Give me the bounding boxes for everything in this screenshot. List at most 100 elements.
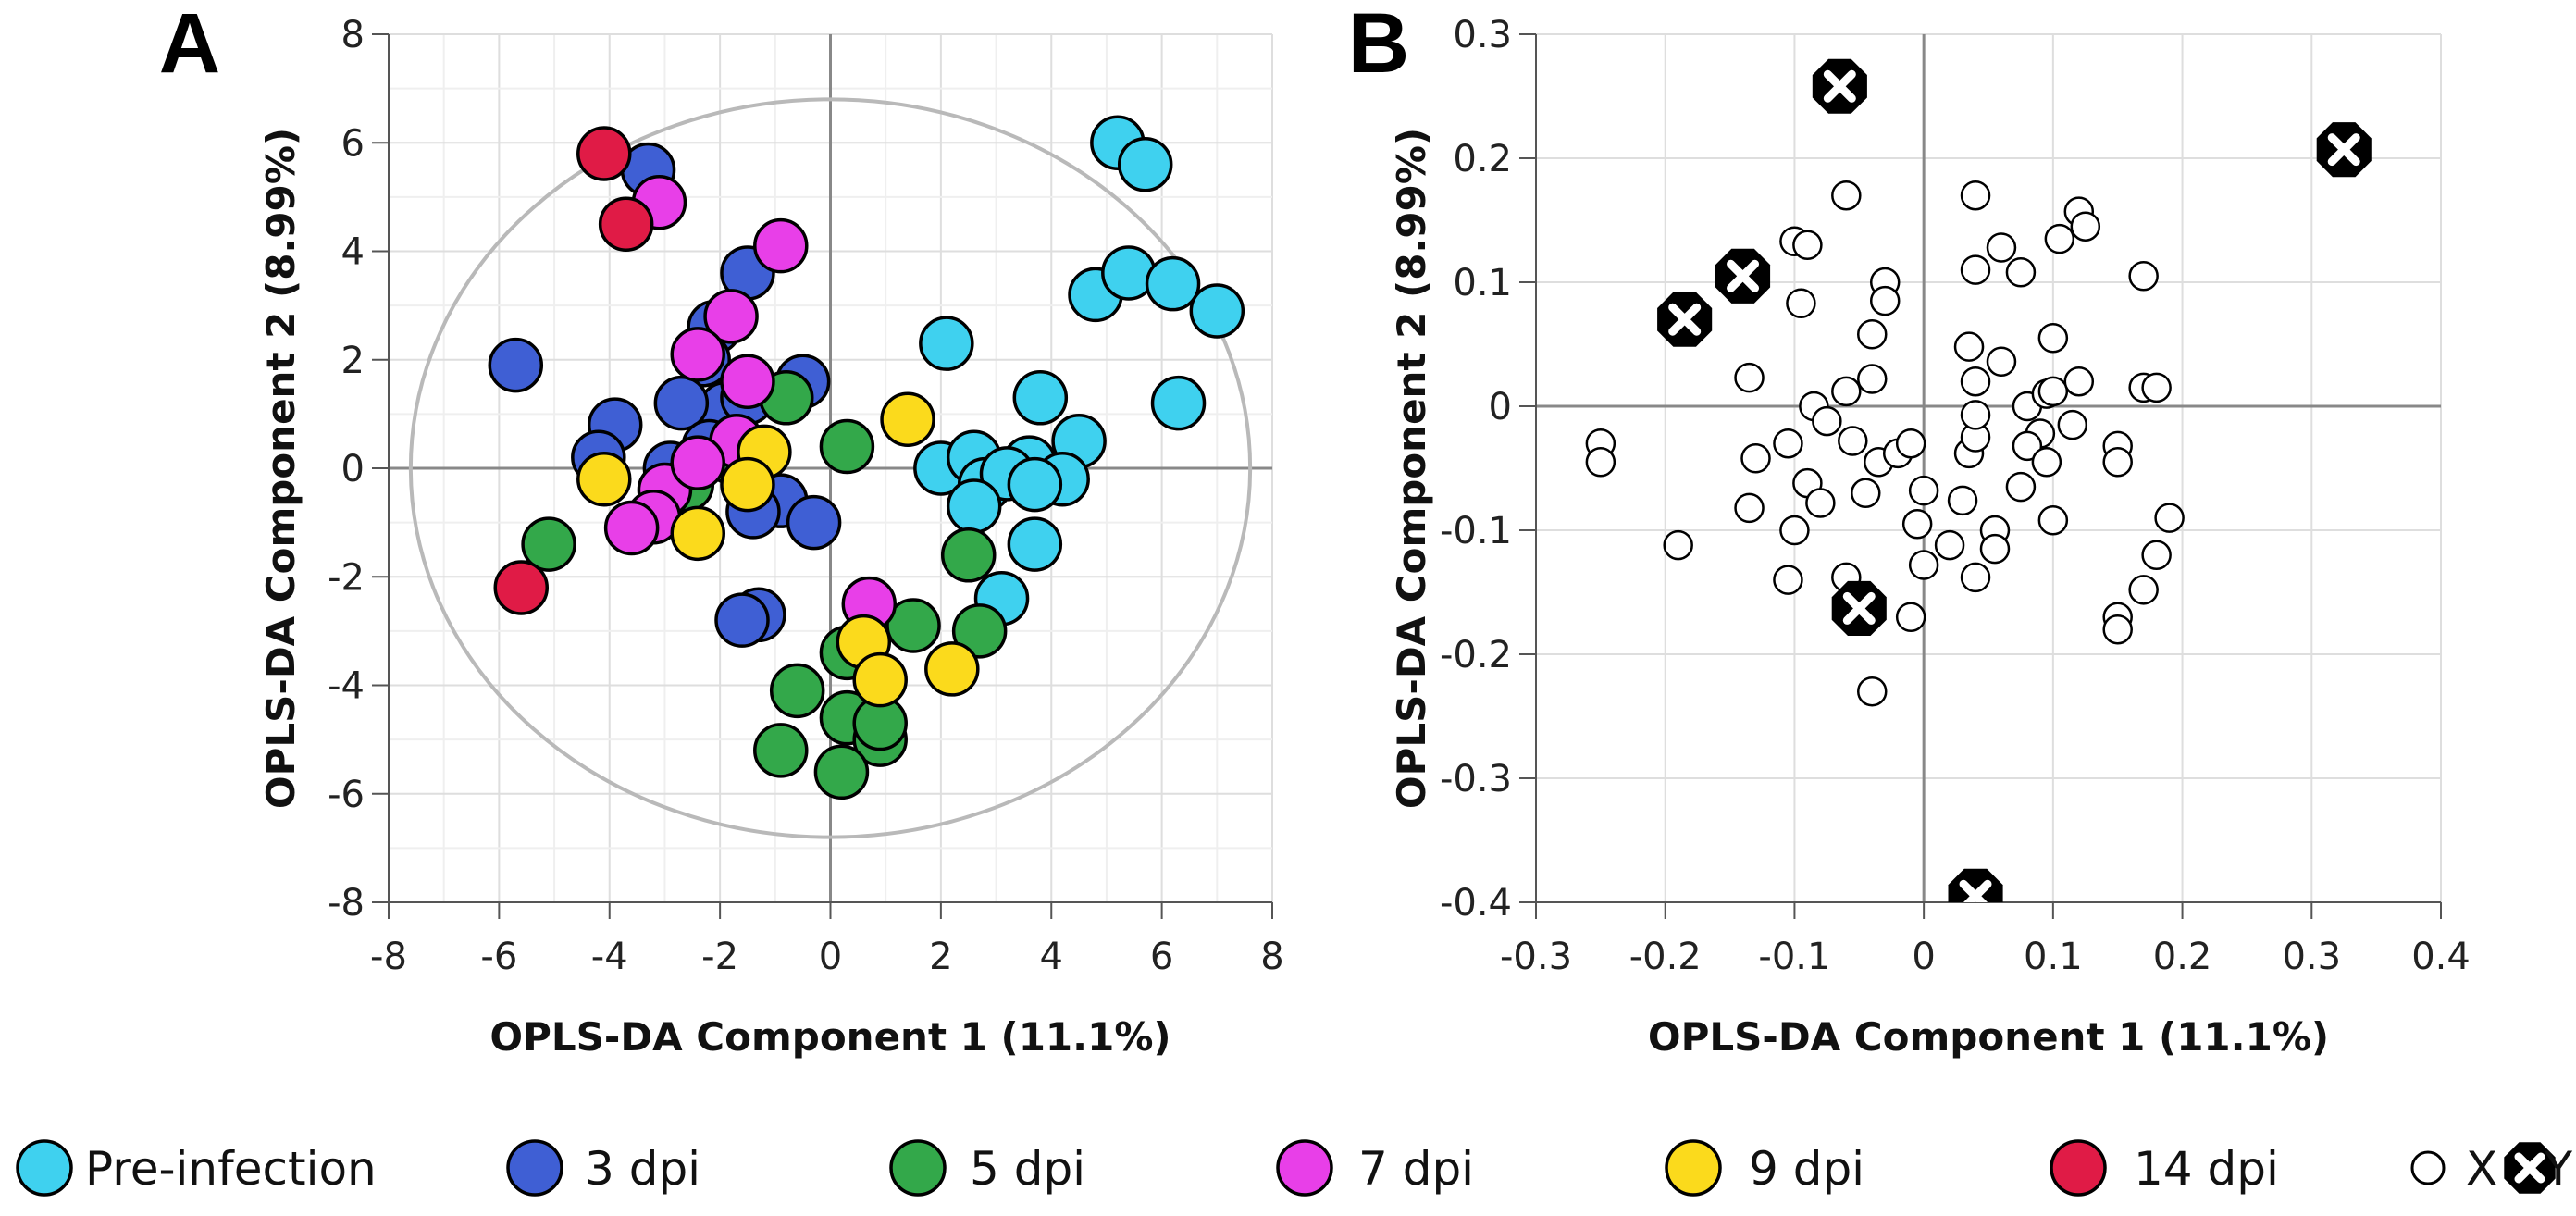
panel-a-point	[576, 451, 632, 507]
panel-a-point	[720, 456, 775, 513]
panel-b-point	[1901, 509, 1933, 540]
panel-b-point	[2012, 430, 2043, 462]
panel-b-point	[1786, 288, 1816, 319]
legend-item-14-dpi-marker	[2050, 1139, 2107, 1197]
panel-b-panel-label: B	[1348, 0, 1409, 91]
panel-b-point-y	[2316, 122, 2372, 178]
legend-item-3-dpi-marker	[506, 1139, 564, 1197]
panel-b-point	[1585, 447, 1616, 478]
panel-b-point	[1740, 443, 1771, 474]
panel-b-series-x	[1585, 180, 2185, 707]
panel-a-point	[886, 598, 941, 653]
panel-b-chart: -0.3 -0.2 -0.1 0 0.1 0.2 0.3 0.4 -0.4 -0.3 -0.2 -0.…	[1348, 0, 2471, 1060]
panel-a-point	[786, 494, 842, 551]
panel-b-point	[1979, 533, 2011, 565]
legend-item-x: X	[2410, 1142, 2497, 1196]
panel-a-point	[852, 651, 908, 708]
panel-b-point-y	[1657, 292, 1713, 347]
panel-b-point-y	[1812, 58, 1867, 114]
panel-a-x-tick-label: 0	[819, 936, 842, 978]
panel-b-point	[1779, 515, 1810, 546]
panel-b-point-y-cross	[1668, 303, 1702, 336]
panel-b-point	[1792, 230, 1823, 261]
panel-b-grid	[1535, 33, 2442, 903]
panel-a-point	[703, 289, 759, 344]
legend-item-x-label: X	[2466, 1142, 2497, 1196]
panel-b-point	[1908, 550, 1939, 580]
legend-item-y-label: Y	[2543, 1142, 2572, 1196]
panel-a-y-axis-title: OPLS-DA Component 2 (8.99%)	[258, 128, 303, 809]
panel-a-point	[576, 126, 632, 181]
panel-a-y-tick-label: 8	[341, 14, 365, 56]
panel-a-point	[653, 375, 710, 431]
panel-b-point	[2102, 447, 2133, 478]
panel-a-point	[1007, 516, 1063, 572]
panel-b-y-tick-label: -0.1	[1440, 510, 1512, 552]
legend-item-pre-infection-marker	[16, 1139, 73, 1197]
panel-a-x-tick-label: 4	[1040, 936, 1063, 978]
panel-b-point	[2154, 503, 2185, 533]
panel-b-point	[1895, 428, 1926, 459]
legend-item-5-dpi-label: 5 dpi	[970, 1142, 1085, 1196]
panel-b-y-tick-label: 0.1	[1453, 262, 1512, 304]
panel-b-point-y	[1831, 580, 1887, 636]
panel-b-point	[1734, 492, 1765, 524]
panel-b-point	[1960, 254, 1991, 285]
panel-b-point	[1960, 366, 1991, 397]
panel-b-x-tick-label: 0	[1912, 936, 1935, 978]
panel-b-point	[1663, 529, 1693, 561]
panel-b-point	[1908, 475, 1939, 506]
panel-b-point	[2102, 614, 2133, 645]
legend-item-14-dpi: 14 dpi	[2050, 1139, 2279, 1197]
legend-item-7-dpi-marker	[1276, 1139, 1333, 1197]
panel-b-y-tick-label: -0.2	[1440, 634, 1512, 676]
panel-a-x-tick-label: -4	[591, 936, 628, 978]
panel-b-point	[2037, 376, 2069, 407]
panel-b-point	[2141, 540, 2172, 571]
panel-a-y-tick-label: -2	[328, 556, 365, 599]
panel-b-point	[1812, 405, 1842, 437]
panel-a-y-tick-label: 4	[341, 231, 365, 274]
panel-b-point	[1960, 562, 1991, 593]
panel-b-point	[2005, 471, 2037, 503]
panel-a-point	[670, 505, 725, 562]
panel-b-x-tick-label: -0.3	[1500, 936, 1572, 978]
panel-b-point	[1960, 180, 1991, 211]
panel-a-point	[1189, 283, 1245, 339]
legend: Pre-infection 3 dpi 5 dpi 7 dpi 9 dpi 14 dpi X…	[16, 1139, 2572, 1197]
panel-b-point	[1960, 400, 1991, 430]
panel-a-y-tick-label: -8	[328, 882, 365, 924]
panel-b-point-y-cross	[2327, 133, 2360, 167]
panel-b-x-tick-label: 0.2	[2153, 936, 2212, 978]
panel-a-confidence-ellipse	[408, 97, 1253, 839]
panel-b-point	[2031, 447, 2062, 478]
panel-a-points	[488, 115, 1245, 800]
panel-a-point	[1150, 375, 1207, 431]
panel-a-y-tick-label: 6	[341, 122, 365, 165]
panel-a-panel-label: A	[159, 0, 220, 91]
panel-a-point	[598, 196, 654, 252]
panel-a-point	[946, 478, 1002, 534]
panel-b-x-tick-label: 0.1	[2024, 936, 2083, 978]
panel-a-point	[493, 560, 549, 615]
panel-a-point	[753, 723, 809, 778]
panel-a-x-tick-label: -2	[701, 936, 738, 978]
panel-a-y-tick-label: 2	[341, 340, 365, 382]
panel-a-y-tick-label: -6	[328, 774, 365, 816]
panel-b-point	[1934, 529, 1965, 561]
panel-a-x-tick-label: 2	[929, 936, 952, 978]
panel-a-point	[670, 327, 725, 382]
panel-a-point	[670, 435, 725, 490]
panel-a-x-tick-label: -8	[370, 936, 407, 978]
panel-b-y-tick-label: -0.4	[1440, 882, 1512, 924]
legend-item-7-dpi-label: 7 dpi	[1358, 1142, 1474, 1196]
panel-b-x-tick-label: 0.4	[2411, 936, 2471, 978]
panel-a-series-7-dpi	[603, 174, 898, 632]
panel-b-x-tick-label: -0.1	[1758, 936, 1830, 978]
legend-item-3-dpi-label: 3 dpi	[585, 1142, 700, 1196]
panel-b-point	[1831, 376, 1862, 407]
legend-item-9-dpi: 9 dpi	[1665, 1139, 1864, 1197]
legend-item-5-dpi-marker	[889, 1139, 947, 1197]
panel-a-point	[769, 663, 825, 719]
